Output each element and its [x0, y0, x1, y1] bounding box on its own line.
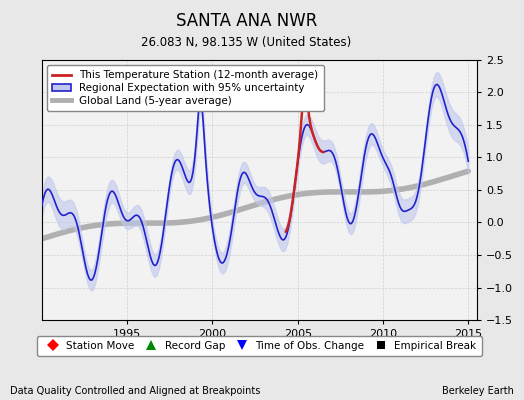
Text: Berkeley Earth: Berkeley Earth [442, 386, 514, 396]
Text: SANTA ANA NWR: SANTA ANA NWR [176, 12, 317, 30]
Legend: This Temperature Station (12-month average), Regional Expectation with 95% uncer: This Temperature Station (12-month avera… [47, 65, 324, 111]
Text: Data Quality Controlled and Aligned at Breakpoints: Data Quality Controlled and Aligned at B… [10, 386, 261, 396]
Text: 26.083 N, 98.135 W (United States): 26.083 N, 98.135 W (United States) [141, 36, 352, 49]
Legend: Station Move, Record Gap, Time of Obs. Change, Empirical Break: Station Move, Record Gap, Time of Obs. C… [37, 336, 482, 356]
